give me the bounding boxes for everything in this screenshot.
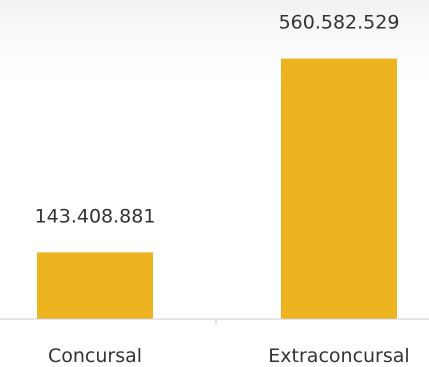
bar-concursal (37, 252, 153, 319)
bar-extraconcursal (281, 58, 397, 319)
category-label-extraconcursal: Extraconcursal (268, 345, 409, 367)
category-label-concursal: Concursal (48, 345, 142, 367)
value-label-extraconcursal: 560.582.529 (279, 12, 400, 34)
value-label-concursal: 143.408.881 (35, 205, 156, 227)
